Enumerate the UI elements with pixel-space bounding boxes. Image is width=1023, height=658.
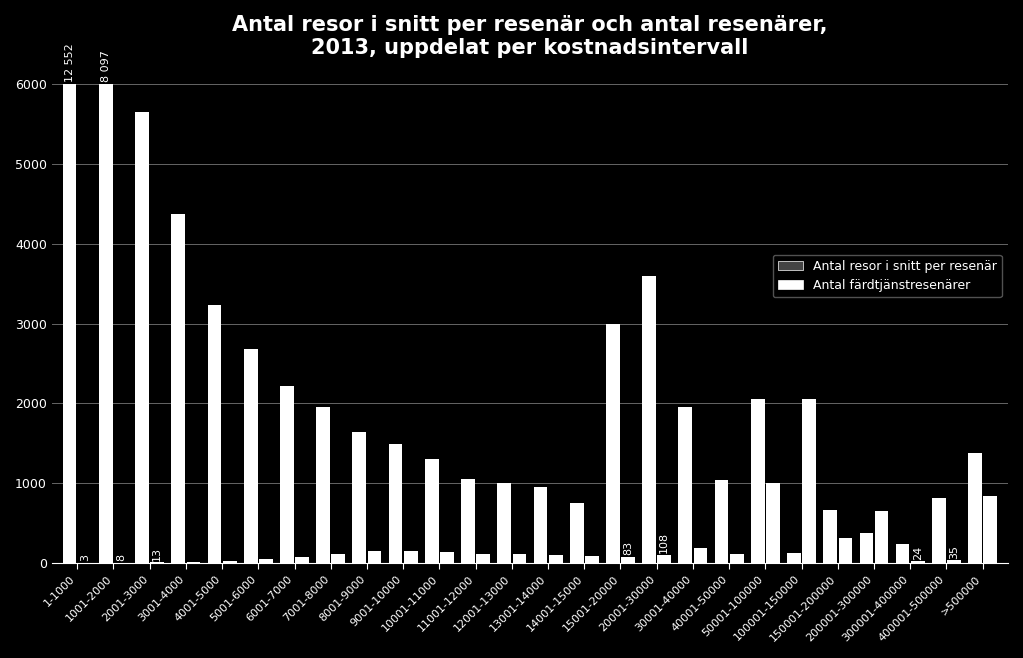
Bar — [477, 553, 490, 563]
Text: 108: 108 — [659, 532, 669, 553]
Text: 8 097: 8 097 — [101, 51, 110, 82]
Bar — [694, 548, 707, 563]
Bar — [658, 555, 671, 563]
Text: 35: 35 — [949, 545, 959, 559]
Bar — [135, 112, 149, 563]
Bar — [875, 511, 889, 563]
Bar — [280, 386, 294, 563]
Bar — [150, 562, 164, 563]
Text: 13: 13 — [152, 547, 163, 561]
Bar — [461, 478, 475, 563]
Bar — [367, 551, 382, 563]
Bar — [621, 557, 635, 563]
Bar — [715, 480, 728, 563]
Bar — [947, 561, 961, 563]
Bar — [497, 484, 512, 563]
Bar — [642, 276, 656, 563]
Bar — [296, 557, 309, 563]
Bar — [859, 533, 874, 563]
Bar — [316, 407, 330, 563]
Bar — [404, 551, 417, 563]
Bar — [223, 561, 236, 563]
Bar — [425, 459, 439, 563]
Bar — [99, 84, 113, 563]
Bar — [259, 559, 273, 563]
Bar — [751, 399, 764, 563]
Bar — [440, 552, 454, 563]
Text: 8: 8 — [116, 554, 126, 561]
Bar — [896, 544, 909, 563]
Bar — [983, 496, 997, 563]
Bar — [802, 399, 816, 563]
Bar — [172, 215, 185, 563]
Text: 24: 24 — [913, 545, 923, 560]
Legend: Antal resor i snitt per resenär, Antal färdtjänstresenärer: Antal resor i snitt per resenär, Antal f… — [772, 255, 1002, 297]
Bar — [824, 511, 837, 563]
Bar — [585, 556, 598, 563]
Bar — [243, 349, 258, 563]
Bar — [570, 503, 583, 563]
Bar — [186, 561, 201, 563]
Bar — [766, 484, 780, 563]
Bar — [548, 555, 563, 563]
Title: Antal resor i snitt per resenär och antal resenärer,
2013, uppdelat per kostnads: Antal resor i snitt per resenär och anta… — [232, 15, 828, 58]
Bar — [62, 84, 77, 563]
Bar — [353, 432, 366, 563]
Bar — [534, 488, 547, 563]
Text: 83: 83 — [623, 541, 633, 555]
Bar — [910, 561, 925, 563]
Bar — [513, 555, 526, 563]
Bar — [932, 497, 945, 563]
Text: 3: 3 — [80, 554, 90, 561]
Bar — [331, 553, 345, 563]
Bar — [729, 555, 744, 563]
Bar — [606, 324, 620, 563]
Bar — [389, 444, 402, 563]
Bar — [968, 453, 982, 563]
Bar — [678, 407, 693, 563]
Bar — [787, 553, 801, 563]
Bar — [208, 305, 221, 563]
Text: 12 552: 12 552 — [64, 43, 75, 82]
Bar — [839, 538, 852, 563]
